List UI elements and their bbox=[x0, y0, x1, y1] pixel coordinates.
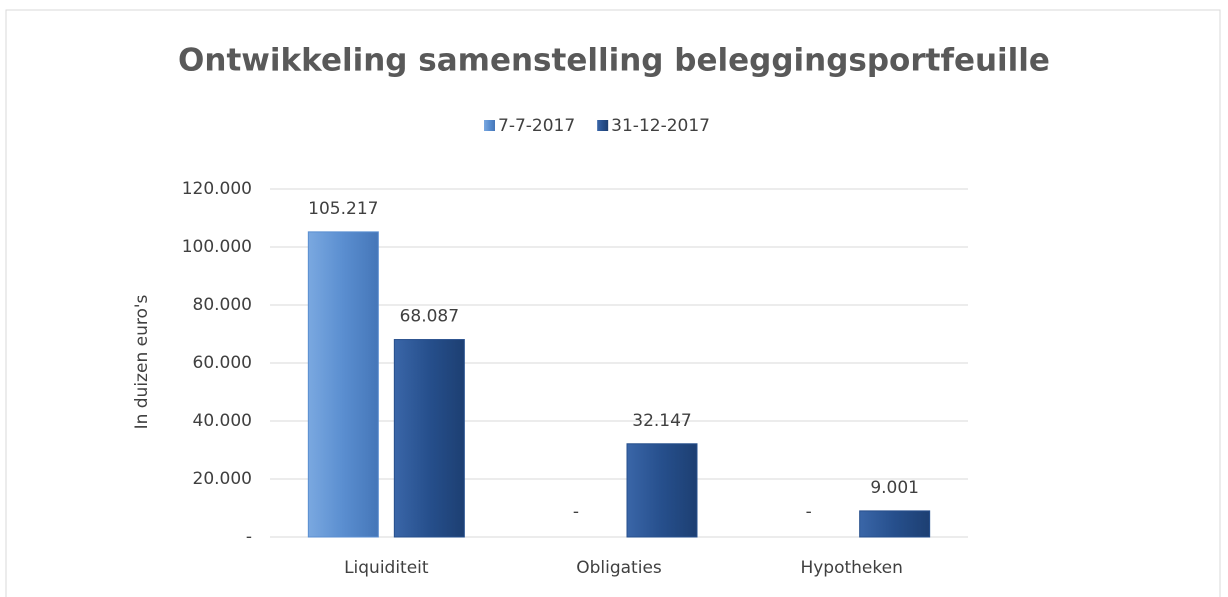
data-label: - bbox=[806, 502, 812, 522]
bar bbox=[393, 339, 465, 538]
chart-title: Ontwikkeling samenstelling beleggingspor… bbox=[178, 43, 1050, 79]
bar bbox=[859, 510, 931, 538]
legend-label: 31-12-2017 bbox=[611, 116, 710, 136]
data-label: 68.087 bbox=[400, 307, 459, 327]
y-tick-label: - bbox=[246, 527, 252, 547]
data-label: - bbox=[573, 502, 579, 522]
y-tick-label: 20.000 bbox=[193, 469, 252, 489]
legend-label: 7-7-2017 bbox=[498, 116, 575, 136]
x-tick-label: Hypotheken bbox=[800, 558, 902, 578]
legend-swatch bbox=[597, 120, 609, 131]
data-label: 9.001 bbox=[870, 478, 919, 498]
bar bbox=[626, 443, 698, 538]
legend-swatch bbox=[484, 120, 495, 131]
y-tick-label: 100.000 bbox=[182, 237, 252, 257]
y-tick-label: 60.000 bbox=[193, 353, 252, 373]
bar bbox=[307, 231, 379, 538]
data-label: 105.217 bbox=[308, 199, 378, 219]
y-tick-label: 80.000 bbox=[193, 295, 252, 315]
y-tick-label: 40.000 bbox=[193, 411, 252, 431]
y-tick-label: 120.000 bbox=[182, 179, 252, 199]
x-tick-label: Obligaties bbox=[576, 558, 662, 578]
data-label: 32.147 bbox=[632, 411, 691, 431]
chart-frame bbox=[5, 9, 1221, 597]
x-tick-label: Liquiditeit bbox=[344, 558, 429, 578]
y-axis-label: In duizen euro's bbox=[132, 294, 152, 429]
